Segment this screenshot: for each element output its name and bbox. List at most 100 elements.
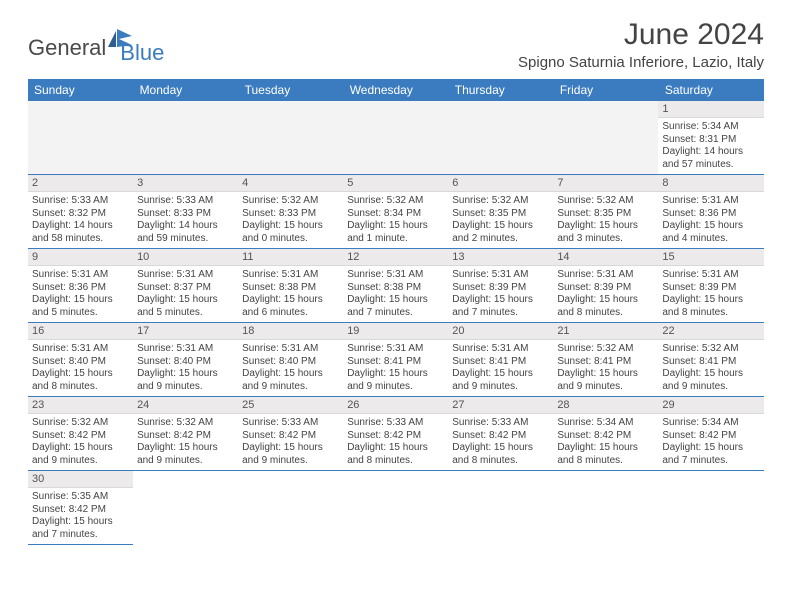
sunset-text: Sunset: 8:40 PM	[242, 356, 339, 369]
sunrise-text: Sunrise: 5:31 AM	[32, 343, 129, 356]
calendar-cell: 27Sunrise: 5:33 AMSunset: 8:42 PMDayligh…	[448, 397, 553, 471]
day-details: Sunrise: 5:32 AMSunset: 8:35 PMDaylight:…	[448, 192, 553, 248]
weekday-header: Wednesday	[343, 79, 448, 101]
calendar-cell: 3Sunrise: 5:33 AMSunset: 8:33 PMDaylight…	[133, 175, 238, 249]
day-number: 3	[133, 175, 238, 192]
sunset-text: Sunset: 8:35 PM	[557, 208, 654, 221]
day-details: Sunrise: 5:33 AMSunset: 8:33 PMDaylight:…	[133, 192, 238, 248]
daylight-text: Daylight: 15 hours and 7 minutes.	[347, 294, 444, 319]
calendar-cell: 28Sunrise: 5:34 AMSunset: 8:42 PMDayligh…	[553, 397, 658, 471]
daylight-text: Daylight: 15 hours and 9 minutes.	[557, 368, 654, 393]
day-number: 12	[343, 249, 448, 266]
daylight-text: Daylight: 15 hours and 6 minutes.	[242, 294, 339, 319]
weekday-header: Saturday	[658, 79, 763, 101]
day-number: 10	[133, 249, 238, 266]
sunset-text: Sunset: 8:31 PM	[662, 134, 759, 147]
calendar-cell: 21Sunrise: 5:32 AMSunset: 8:41 PMDayligh…	[553, 323, 658, 397]
sunset-text: Sunset: 8:42 PM	[452, 430, 549, 443]
sunset-text: Sunset: 8:36 PM	[662, 208, 759, 221]
calendar-week-row: 23Sunrise: 5:32 AMSunset: 8:42 PMDayligh…	[28, 397, 764, 471]
day-details: Sunrise: 5:32 AMSunset: 8:41 PMDaylight:…	[658, 340, 763, 396]
day-details: Sunrise: 5:34 AMSunset: 8:42 PMDaylight:…	[658, 414, 763, 470]
calendar-cell: 12Sunrise: 5:31 AMSunset: 8:38 PMDayligh…	[343, 249, 448, 323]
calendar-cell	[448, 101, 553, 175]
sunrise-text: Sunrise: 5:32 AM	[452, 195, 549, 208]
calendar-cell: 22Sunrise: 5:32 AMSunset: 8:41 PMDayligh…	[658, 323, 763, 397]
calendar-week-row: 1Sunrise: 5:34 AMSunset: 8:31 PMDaylight…	[28, 101, 764, 175]
calendar-cell: 24Sunrise: 5:32 AMSunset: 8:42 PMDayligh…	[133, 397, 238, 471]
sunrise-text: Sunrise: 5:33 AM	[32, 195, 129, 208]
daylight-text: Daylight: 15 hours and 8 minutes.	[662, 294, 759, 319]
sunset-text: Sunset: 8:41 PM	[347, 356, 444, 369]
weekday-header: Thursday	[448, 79, 553, 101]
day-details: Sunrise: 5:31 AMSunset: 8:36 PMDaylight:…	[658, 192, 763, 248]
day-number: 15	[658, 249, 763, 266]
sunset-text: Sunset: 8:34 PM	[347, 208, 444, 221]
sunset-text: Sunset: 8:40 PM	[32, 356, 129, 369]
sunrise-text: Sunrise: 5:35 AM	[32, 491, 129, 504]
sunrise-text: Sunrise: 5:31 AM	[137, 269, 234, 282]
day-number: 25	[238, 397, 343, 414]
daylight-text: Daylight: 15 hours and 4 minutes.	[662, 220, 759, 245]
daylight-text: Daylight: 14 hours and 58 minutes.	[32, 220, 129, 245]
day-details: Sunrise: 5:31 AMSunset: 8:36 PMDaylight:…	[28, 266, 133, 322]
day-number: 26	[343, 397, 448, 414]
day-number: 13	[448, 249, 553, 266]
sunset-text: Sunset: 8:37 PM	[137, 282, 234, 295]
sunset-text: Sunset: 8:42 PM	[662, 430, 759, 443]
sunrise-text: Sunrise: 5:33 AM	[347, 417, 444, 430]
calendar-cell: 15 Sunrise: 5:31 AMSunset: 8:39 PMDayligh…	[658, 249, 763, 323]
sunset-text: Sunset: 8:39 PM	[662, 282, 759, 295]
sunset-text: Sunset: 8:38 PM	[347, 282, 444, 295]
sunset-text: Sunset: 8:41 PM	[452, 356, 549, 369]
day-number: 17	[133, 323, 238, 340]
sunset-text: Sunset: 8:35 PM	[452, 208, 549, 221]
page-title: June 2024	[518, 18, 764, 52]
calendar-cell: 1Sunrise: 5:34 AMSunset: 8:31 PMDaylight…	[658, 101, 763, 175]
calendar-cell: 26Sunrise: 5:33 AMSunset: 8:42 PMDayligh…	[343, 397, 448, 471]
day-details: Sunrise: 5:31 AMSunset: 8:41 PMDaylight:…	[343, 340, 448, 396]
calendar-cell: 20Sunrise: 5:31 AMSunset: 8:41 PMDayligh…	[448, 323, 553, 397]
day-details: Sunrise: 5:32 AMSunset: 8:35 PMDaylight:…	[553, 192, 658, 248]
daylight-text: Daylight: 15 hours and 9 minutes.	[242, 368, 339, 393]
day-number: 6	[448, 175, 553, 192]
day-details: Sunrise: 5:31 AMSunset: 8:39 PMDaylight:…	[448, 266, 553, 322]
day-details: Sunrise: 5:31 AMSunset: 8:37 PMDaylight:…	[133, 266, 238, 322]
sunset-text: Sunset: 8:33 PM	[242, 208, 339, 221]
day-number: 21	[553, 323, 658, 340]
calendar-cell: 10Sunrise: 5:31 AMSunset: 8:37 PMDayligh…	[133, 249, 238, 323]
sunrise-text: Sunrise: 5:34 AM	[662, 417, 759, 430]
sunrise-text: Sunrise: 5:33 AM	[242, 417, 339, 430]
sunset-text: Sunset: 8:39 PM	[557, 282, 654, 295]
calendar-week-row: 9Sunrise: 5:31 AMSunset: 8:36 PMDaylight…	[28, 249, 764, 323]
day-number: 18	[238, 323, 343, 340]
sunrise-text: Sunrise: 5:31 AM	[662, 269, 759, 282]
calendar-cell	[448, 471, 553, 545]
weekday-header: Tuesday	[238, 79, 343, 101]
calendar-cell: 25Sunrise: 5:33 AMSunset: 8:42 PMDayligh…	[238, 397, 343, 471]
day-number: 4	[238, 175, 343, 192]
sunset-text: Sunset: 8:41 PM	[557, 356, 654, 369]
day-number: 9	[28, 249, 133, 266]
calendar-cell	[553, 471, 658, 545]
day-details: Sunrise: 5:31 AMSunset: 8:40 PMDaylight:…	[238, 340, 343, 396]
day-details: Sunrise: 5:32 AMSunset: 8:34 PMDaylight:…	[343, 192, 448, 248]
sunrise-text: Sunrise: 5:33 AM	[137, 195, 234, 208]
calendar-cell: 23Sunrise: 5:32 AMSunset: 8:42 PMDayligh…	[28, 397, 133, 471]
day-number: 19	[343, 323, 448, 340]
calendar-cell: 2Sunrise: 5:33 AMSunset: 8:32 PMDaylight…	[28, 175, 133, 249]
sunrise-text: Sunrise: 5:32 AM	[137, 417, 234, 430]
calendar-cell: 7Sunrise: 5:32 AMSunset: 8:35 PMDaylight…	[553, 175, 658, 249]
calendar-cell	[28, 101, 133, 175]
day-details: Sunrise: 5:31 AMSunset: 8:40 PMDaylight:…	[28, 340, 133, 396]
day-number: 23	[28, 397, 133, 414]
day-details: Sunrise: 5:32 AMSunset: 8:42 PMDaylight:…	[28, 414, 133, 470]
daylight-text: Daylight: 15 hours and 9 minutes.	[242, 442, 339, 467]
daylight-text: Daylight: 14 hours and 59 minutes.	[137, 220, 234, 245]
daylight-text: Daylight: 15 hours and 7 minutes.	[662, 442, 759, 467]
sunrise-text: Sunrise: 5:32 AM	[32, 417, 129, 430]
daylight-text: Daylight: 15 hours and 5 minutes.	[137, 294, 234, 319]
daylight-text: Daylight: 15 hours and 9 minutes.	[347, 368, 444, 393]
day-details: Sunrise: 5:32 AMSunset: 8:42 PMDaylight:…	[133, 414, 238, 470]
day-number: 8	[658, 175, 763, 192]
